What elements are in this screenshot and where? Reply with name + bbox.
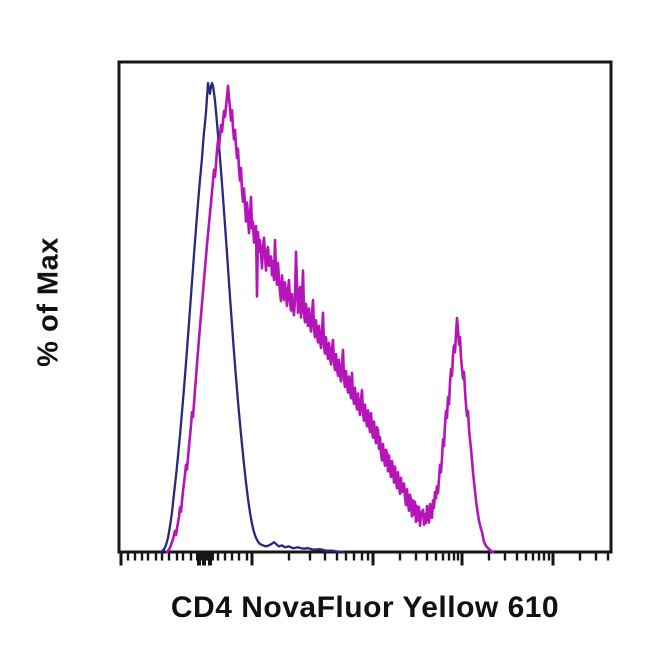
y-axis-label: % of Max [32, 237, 65, 367]
magenta-curve [165, 84, 495, 554]
blue-curve [159, 81, 346, 554]
plot-frame [117, 60, 613, 554]
x-axis-label: CD4 NovaFluor Yellow 610 [170, 591, 560, 624]
